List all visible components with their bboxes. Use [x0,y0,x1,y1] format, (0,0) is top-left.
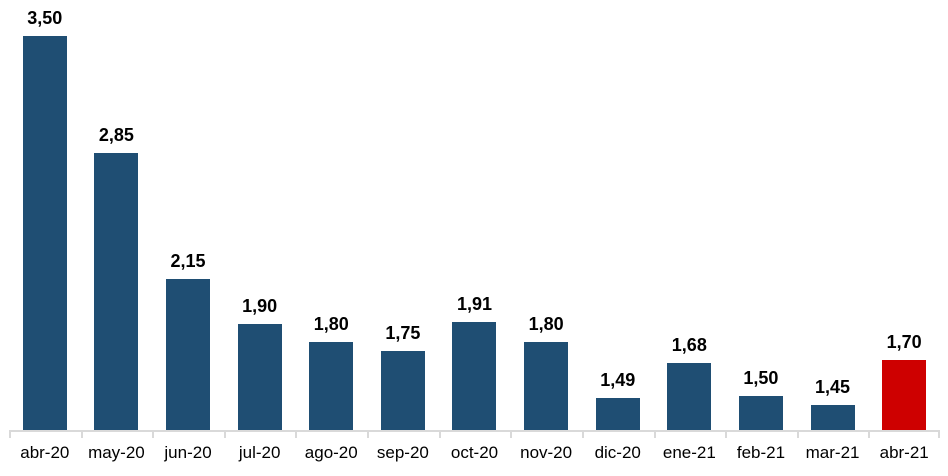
bar-column-abr-21: 1,70 [868,0,940,430]
x-axis-tick [796,432,799,438]
x-axis-label-nov-20: nov-20 [520,443,573,462]
bar-value-label-ene-21: 1,68 [671,335,707,355]
bar-column-may-20: 2,85 [81,0,153,430]
x-axis-tick [653,432,656,438]
x-axis-tick [938,432,940,438]
bar-value-label-mar-21: 1,45 [815,377,851,397]
bar-ago-20 [309,342,354,430]
bar-value-label-oct-20: 1,91 [456,294,492,314]
x-axis-tick [9,432,11,438]
bar-value-label-nov-20: 1,80 [528,314,564,334]
bar-oct-20 [452,322,497,430]
x-axis-label-oct-20: oct-20 [450,443,499,462]
x-axis-tick [438,432,441,438]
bar-column-mar-21: 1,45 [797,0,869,430]
bar-abr-20 [22,36,67,430]
bar-column-dic-20: 1,49 [582,0,654,430]
x-axis-tick [581,432,584,438]
x-axis-label-jul-20: jul-20 [238,443,281,462]
x-axis-label-ene-21: ene-21 [662,443,716,462]
bar-column-oct-20: 1,91 [439,0,511,430]
x-axis-label-abr-20: abr-20 [20,443,70,462]
bar-dic-20 [595,398,640,430]
bar-value-label-feb-21: 1,50 [743,368,779,388]
x-axis-tick [367,432,370,438]
bar-column-abr-20: 3,50 [9,0,81,430]
bar-value-label-may-20: 2,85 [98,125,134,145]
x-axis-label-ago-20: ago-20 [304,443,358,462]
x-axis-tick [510,432,513,438]
x-axis-tick [295,432,298,438]
bar-value-label-jun-20: 2,15 [170,251,206,271]
x-axis-label-jun-20: jun-20 [164,443,212,462]
bar-column-jun-20: 2,15 [152,0,224,430]
bar-value-label-dic-20: 1,49 [600,370,636,390]
bar-nov-20 [524,342,569,430]
bar-value-label-jul-20: 1,90 [242,296,278,316]
bar-feb-21 [738,396,783,430]
bar-ene-21 [667,363,712,430]
bar-sep-20 [380,351,425,430]
x-axis-label-may-20: may-20 [88,443,145,462]
x-axis-tick [152,432,155,438]
x-axis-tick [725,432,728,438]
bar-value-label-abr-20: 3,50 [27,8,63,28]
bar-jun-20 [166,279,211,430]
x-axis-label-mar-21: mar-21 [805,443,860,462]
bar-column-ene-21: 1,68 [654,0,726,430]
bar-column-ago-20: 1,80 [295,0,367,430]
x-axis-label-feb-21: feb-21 [736,443,786,462]
bar-jul-20 [237,324,282,430]
bar-value-label-abr-21: 1,70 [886,332,922,352]
bar-column-nov-20: 1,80 [510,0,582,430]
bar-abr-21 [882,360,927,430]
x-axis-label-sep-20: sep-20 [376,443,429,462]
bar-column-jul-20: 1,90 [224,0,296,430]
x-axis-line [9,430,940,432]
bar-may-20 [94,153,139,430]
x-axis-tick [223,432,226,438]
x-axis-label-abr-21: abr-21 [879,443,929,462]
bar-column-feb-21: 1,50 [725,0,797,430]
x-axis-tick [80,432,83,438]
bar-value-label-sep-20: 1,75 [385,323,421,343]
bar-value-label-ago-20: 1,80 [313,314,349,334]
bar-column-sep-20: 1,75 [367,0,439,430]
bar-mar-21 [810,405,855,430]
x-axis-label-dic-20: dic-20 [594,443,641,462]
x-axis-tick [868,432,871,438]
plot-area: 3,50 2,85 2,15 1,90 1,80 1,75 1,91 1,80 1,49 1,68… [9,0,940,430]
